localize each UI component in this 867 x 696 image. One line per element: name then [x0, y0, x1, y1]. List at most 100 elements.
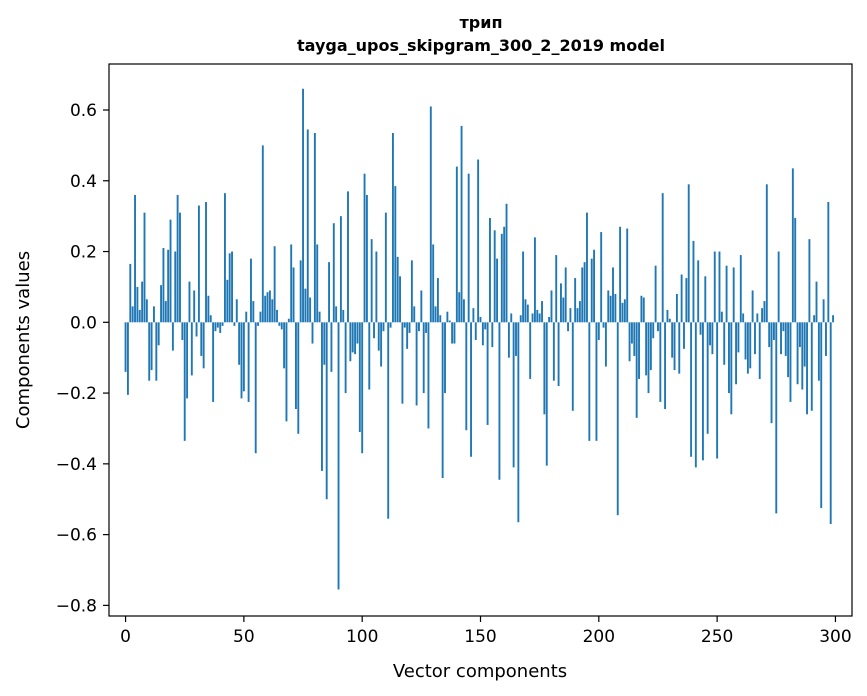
- bar: [694, 322, 697, 468]
- bar: [389, 322, 392, 328]
- bar: [820, 322, 823, 509]
- bar: [250, 258, 252, 323]
- bar: [413, 306, 416, 323]
- bar: [647, 322, 650, 394]
- bar: [148, 322, 151, 381]
- x-axis-label: Vector components: [393, 661, 567, 682]
- bar: [772, 322, 775, 340]
- bar: [822, 299, 825, 323]
- bar: [467, 173, 470, 323]
- y-tick-label: 0.4: [70, 172, 97, 192]
- bar: [640, 295, 643, 323]
- bar: [205, 202, 207, 323]
- bar: [770, 322, 773, 424]
- bar: [157, 322, 160, 346]
- bar: [633, 322, 636, 356]
- bar: [406, 322, 409, 349]
- bar: [150, 322, 153, 371]
- bar: [503, 226, 506, 323]
- bar: [306, 129, 309, 323]
- bar: [477, 159, 480, 323]
- bar: [597, 322, 600, 340]
- bar: [512, 322, 515, 468]
- bar: [690, 322, 693, 457]
- bar: [768, 322, 771, 348]
- bar: [593, 249, 596, 323]
- bar: [420, 290, 423, 323]
- bar: [292, 267, 295, 323]
- bar: [522, 251, 525, 323]
- bar: [791, 168, 794, 323]
- bar: [363, 173, 366, 323]
- bar: [361, 322, 364, 454]
- bar: [349, 322, 352, 362]
- bar: [335, 306, 338, 323]
- bar: [242, 322, 245, 392]
- bar: [460, 125, 463, 323]
- bar: [678, 322, 681, 374]
- bar: [754, 322, 756, 355]
- y-tick-label: 0.6: [70, 101, 97, 121]
- bar: [484, 322, 487, 330]
- bar: [709, 322, 711, 346]
- y-axis-ticks: −0.8 −0.6 −0.4 −0.2 0.0 0.2 0.4 0.6: [56, 101, 109, 616]
- bar: [200, 322, 203, 356]
- bar: [396, 256, 399, 323]
- bar: [817, 322, 820, 381]
- bar: [377, 322, 380, 351]
- bar: [259, 311, 262, 323]
- x-tick-label: 250: [701, 627, 733, 647]
- bar: [699, 322, 702, 335]
- bar: [328, 262, 330, 323]
- bar: [444, 322, 446, 394]
- bar: [489, 217, 491, 323]
- bar: [657, 322, 659, 332]
- bar: [496, 258, 499, 323]
- bar: [318, 311, 321, 323]
- bar: [212, 322, 215, 402]
- bar: [583, 262, 586, 323]
- bar: [765, 184, 768, 323]
- bar: [290, 244, 293, 323]
- bar: [441, 322, 444, 478]
- bar: [231, 251, 233, 323]
- bar: [436, 278, 439, 323]
- bar: [782, 322, 785, 332]
- bar: [169, 219, 172, 323]
- bar: [666, 309, 669, 323]
- bar: [387, 322, 390, 519]
- bar: [479, 317, 482, 323]
- bar: [183, 322, 186, 441]
- bar: [257, 322, 260, 326]
- bar: [451, 322, 454, 344]
- bar: [356, 322, 359, 344]
- bar: [164, 301, 167, 323]
- x-tick-label: 300: [819, 627, 851, 647]
- bar: [325, 322, 328, 500]
- bar: [254, 322, 257, 454]
- bar: [749, 322, 752, 369]
- bar: [713, 251, 716, 323]
- bar: [808, 239, 811, 323]
- bar: [586, 212, 588, 323]
- bar: [439, 315, 442, 323]
- bar: [799, 322, 801, 348]
- bar: [145, 299, 148, 323]
- y-tick-label: 0.0: [70, 313, 97, 333]
- bar: [446, 311, 449, 323]
- bar: [195, 322, 198, 337]
- bar: [507, 322, 510, 358]
- bar: [394, 186, 397, 323]
- bar: [654, 265, 657, 323]
- bar: [453, 322, 456, 344]
- bar: [683, 322, 685, 349]
- bar: [789, 322, 792, 402]
- bar: [555, 255, 558, 323]
- bar: [758, 322, 761, 379]
- bar: [280, 322, 283, 330]
- bar: [323, 322, 326, 365]
- bar: [548, 317, 551, 323]
- bar: [612, 267, 614, 323]
- bar: [801, 322, 804, 390]
- bar: [517, 322, 520, 523]
